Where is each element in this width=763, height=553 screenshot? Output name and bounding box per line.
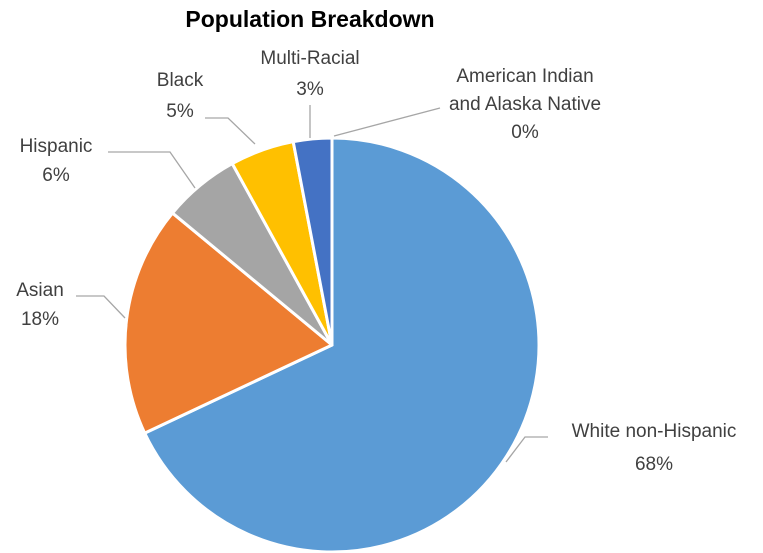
leader-line-hispanic xyxy=(108,151,196,189)
data-label-value-american-indian-and-alaska-native: 0% xyxy=(511,122,539,143)
leader-line-white-non-hispanic xyxy=(505,436,548,463)
data-label-name-black: Black xyxy=(157,70,204,91)
data-label-value-multi-racial: 3% xyxy=(296,79,324,100)
data-label-name-asian: Asian xyxy=(16,280,64,301)
chart-title: Population Breakdown xyxy=(185,6,435,32)
data-label-name-multi-racial: Multi-Racial xyxy=(260,48,359,69)
data-label-name-american-indian-and-alaska-native: and Alaska Native xyxy=(449,94,601,115)
data-label-value-white-non-hispanic: 68% xyxy=(635,454,673,475)
leader-line-asian xyxy=(76,295,126,319)
data-label-value-hispanic: 6% xyxy=(42,165,70,186)
data-label-value-black: 5% xyxy=(166,101,194,122)
leader-line-black xyxy=(205,117,256,145)
pie-slice-white-non-hispanic xyxy=(143,136,541,553)
data-label-name-hispanic: Hispanic xyxy=(20,136,93,157)
leader-line-american-indian-and-alaska-native xyxy=(333,107,441,137)
data-label-value-asian: 18% xyxy=(21,309,59,330)
pie-slice-asian xyxy=(123,211,334,435)
data-label-name-white-non-hispanic: White non-Hispanic xyxy=(572,421,737,442)
pie-slice-multi-racial xyxy=(291,136,334,347)
data-label-name-american-indian-and-alaska-native: American Indian xyxy=(456,66,593,87)
